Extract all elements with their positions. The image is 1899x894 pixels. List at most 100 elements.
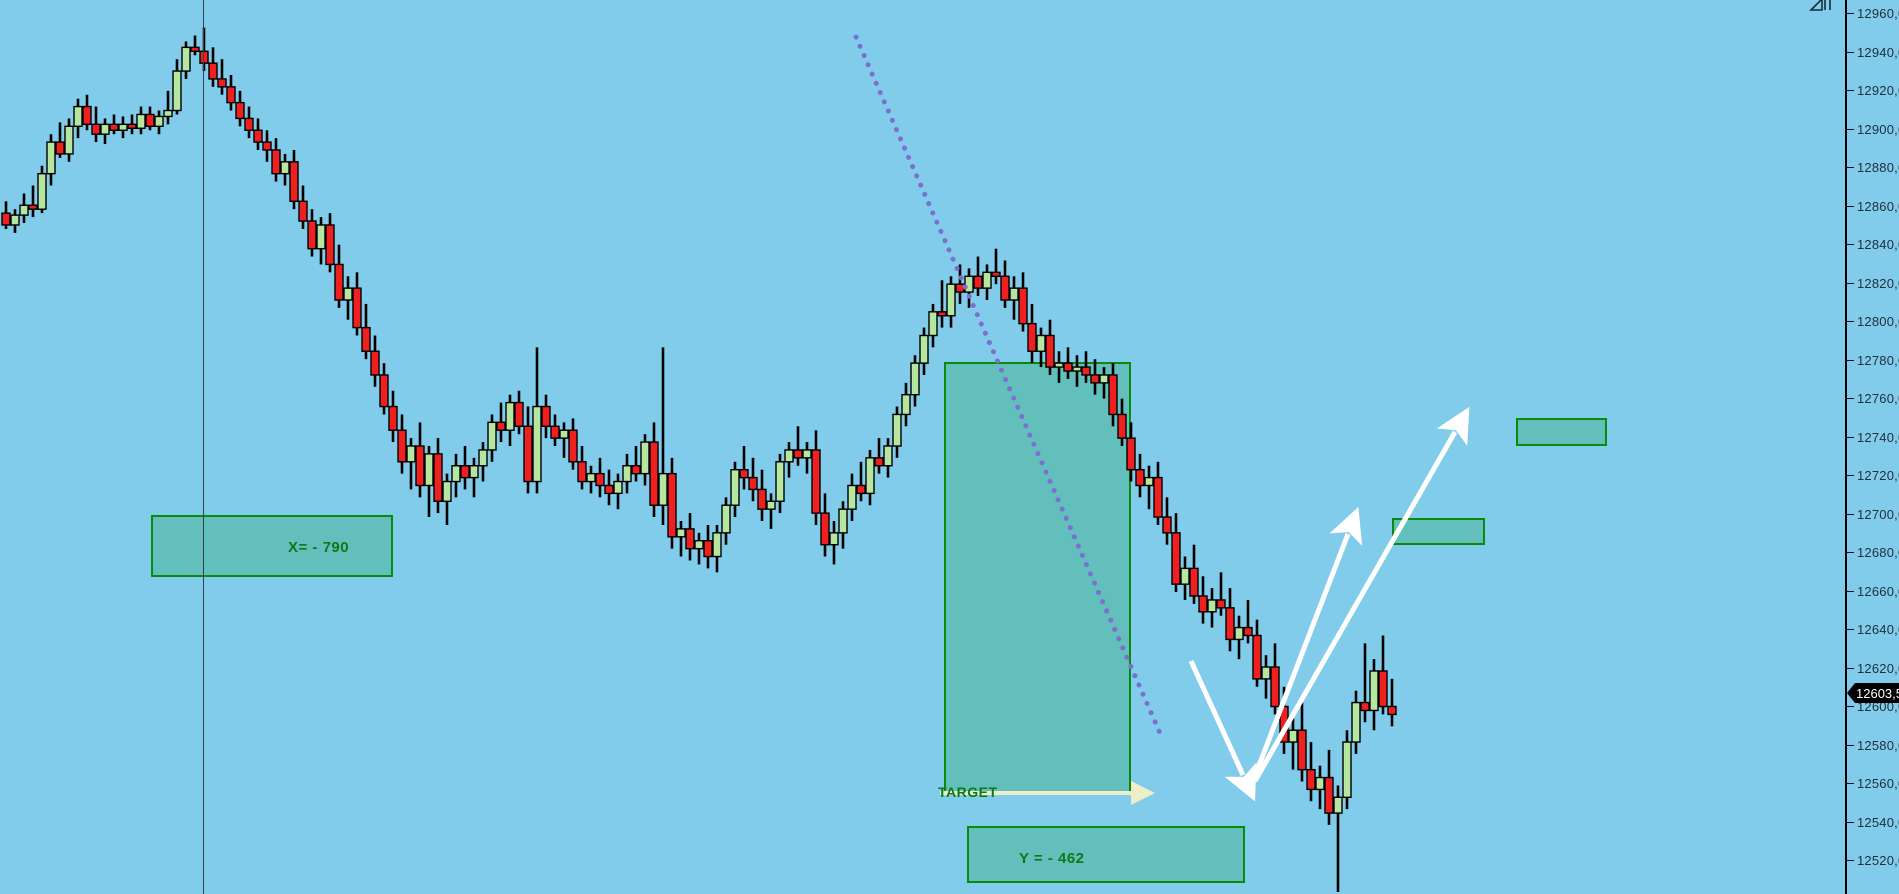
candle (190, 35, 200, 56)
candle (1180, 556, 1190, 600)
candle (1108, 363, 1118, 427)
up-arrow-1[interactable] (1250, 506, 1363, 782)
dotted-trendline[interactable] (853, 34, 1166, 743)
price-axis-tick (1845, 668, 1854, 669)
candle (712, 524, 722, 573)
price-axis-tick-label: 12820,0 (1857, 276, 1899, 291)
candle (1378, 635, 1388, 715)
candle (1081, 351, 1091, 383)
price-axis-tick-label: 12860,0 (1857, 199, 1899, 214)
candle (28, 185, 38, 218)
measured-move-zone[interactable] (944, 362, 1131, 794)
candle (766, 493, 776, 529)
candle (1072, 355, 1082, 387)
candle (406, 438, 416, 490)
candle (757, 469, 767, 522)
candle (946, 276, 956, 328)
candle (1288, 718, 1298, 770)
zone-rectangles[interactable] (151, 362, 1607, 883)
price-axis-tick (1845, 13, 1854, 14)
price-axis-tick (1845, 514, 1854, 515)
candle (820, 493, 830, 557)
candle (1135, 453, 1145, 498)
candle (838, 501, 848, 549)
candle (631, 446, 641, 482)
candle (784, 442, 794, 478)
target-zone-1[interactable] (1392, 518, 1485, 545)
price-axis-tick-label: 12900,0 (1857, 122, 1899, 137)
candle (1369, 659, 1379, 731)
candle (1252, 619, 1262, 687)
candle (964, 268, 974, 308)
price-axis-tick-label: 12880,0 (1857, 160, 1899, 175)
candle (586, 465, 596, 494)
candle (424, 446, 434, 518)
price-axis-tick-label: 12580,0 (1857, 738, 1899, 753)
candle (1090, 359, 1100, 395)
candle (559, 422, 569, 458)
price-axis-tick-label: 12800,0 (1857, 314, 1899, 329)
candle (1297, 702, 1307, 782)
candle (10, 209, 20, 233)
candle (1207, 588, 1217, 628)
trendline-tool-icon[interactable] (1809, 0, 1839, 14)
candle (721, 497, 731, 545)
candle (145, 106, 155, 131)
candle (361, 303, 371, 360)
price-axis-tick-label: 12960,0 (1857, 6, 1899, 21)
candle (1189, 544, 1199, 604)
trendline-overlay[interactable] (853, 34, 1166, 805)
price-axis-tick (1845, 244, 1854, 245)
candle (739, 446, 749, 490)
price-axis-tick (1845, 860, 1854, 861)
candle (901, 382, 911, 427)
candle (91, 106, 101, 143)
candle (199, 27, 209, 72)
price-axis-tick-label: 12840,0 (1857, 237, 1899, 252)
candle (703, 524, 713, 569)
candle (388, 390, 398, 443)
target-zone-2[interactable] (1516, 418, 1607, 446)
candle (73, 98, 83, 139)
price-axis-tick-label: 12920,0 (1857, 83, 1899, 98)
candle (1342, 730, 1352, 810)
price-axis-tick (1845, 206, 1854, 207)
candle (226, 74, 236, 111)
candle (1333, 785, 1343, 893)
candle (685, 513, 695, 561)
price-axis-tick-label: 12700,0 (1857, 507, 1899, 522)
candle (1315, 765, 1325, 810)
candle (892, 406, 902, 458)
price-axis-tick (1845, 706, 1854, 707)
up-arrow-2[interactable] (1252, 406, 1470, 783)
down-arrow[interactable] (1188, 659, 1257, 802)
price-axis-tick (1845, 475, 1854, 476)
candle (595, 457, 605, 498)
candle (919, 327, 929, 375)
chart-plot-area[interactable]: X= - 790 Y = - 462 TARGET (0, 0, 1845, 894)
candle (811, 430, 821, 525)
candle (568, 418, 578, 470)
candle (460, 446, 470, 490)
candle (1126, 422, 1136, 482)
y-measure-zone[interactable] (967, 826, 1245, 883)
candle (748, 457, 758, 502)
candlestick-svg (1, 27, 1607, 893)
candle (325, 213, 335, 273)
price-axis[interactable]: 12960,0 12940,0 12920,0 12900,0 12880,0 12860… (1845, 0, 1899, 894)
candle (1063, 347, 1073, 379)
candle (280, 153, 290, 186)
price-axis-tick-label: 12600,0 (1857, 699, 1899, 714)
x-measure-zone[interactable] (151, 515, 393, 577)
candle (379, 363, 389, 415)
candle (1162, 497, 1172, 545)
current-price-badge[interactable]: 12603,5 (1847, 683, 1899, 703)
projection-arrows[interactable] (1188, 406, 1470, 802)
price-axis-tick (1845, 283, 1854, 284)
candle (1171, 513, 1181, 593)
candle (1, 201, 11, 229)
candle (1117, 398, 1127, 447)
y-measure-label: Y = - 462 (1019, 850, 1085, 867)
candle (1306, 742, 1316, 802)
candle (874, 438, 884, 474)
